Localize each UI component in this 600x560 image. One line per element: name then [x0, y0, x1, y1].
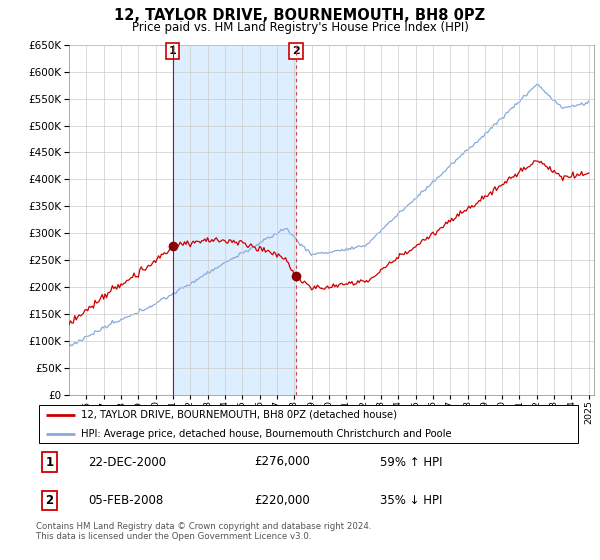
Bar: [173, 45, 296, 395]
Text: Contains HM Land Registry data © Crown copyright and database right 2024.
This d: Contains HM Land Registry data © Crown c…: [36, 522, 371, 542]
Text: 22-DEC-2000: 22-DEC-2000: [88, 455, 166, 469]
Text: £220,000: £220,000: [254, 494, 310, 507]
Text: HPI: Average price, detached house, Bournemouth Christchurch and Poole: HPI: Average price, detached house, Bour…: [81, 429, 451, 439]
FancyBboxPatch shape: [39, 405, 578, 443]
Text: 12, TAYLOR DRIVE, BOURNEMOUTH, BH8 0PZ (detached house): 12, TAYLOR DRIVE, BOURNEMOUTH, BH8 0PZ (…: [81, 409, 397, 419]
Text: 05-FEB-2008: 05-FEB-2008: [88, 494, 163, 507]
Text: Price paid vs. HM Land Registry's House Price Index (HPI): Price paid vs. HM Land Registry's House …: [131, 21, 469, 34]
Text: 2: 2: [292, 46, 300, 56]
Text: 12, TAYLOR DRIVE, BOURNEMOUTH, BH8 0PZ: 12, TAYLOR DRIVE, BOURNEMOUTH, BH8 0PZ: [115, 8, 485, 24]
Text: 35% ↓ HPI: 35% ↓ HPI: [380, 494, 442, 507]
Text: 1: 1: [46, 455, 54, 469]
Text: £276,000: £276,000: [254, 455, 310, 469]
Text: 59% ↑ HPI: 59% ↑ HPI: [380, 455, 442, 469]
Text: 1: 1: [169, 46, 176, 56]
Text: 2: 2: [46, 494, 54, 507]
